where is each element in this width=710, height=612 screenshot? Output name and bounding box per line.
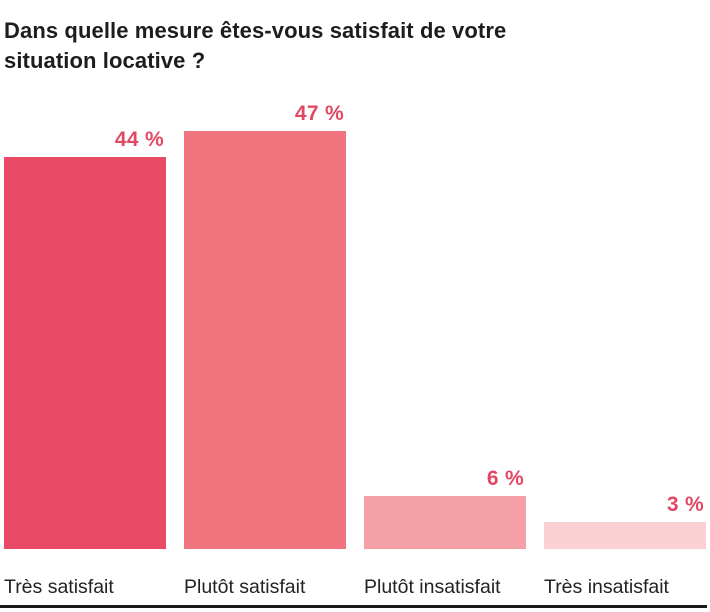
value-label: 3 % — [666, 493, 704, 516]
x-axis-line — [0, 605, 707, 608]
bar-group-tres-insatisfait: 3 % — [544, 494, 706, 549]
bars-area: 44 % 47 % 6 % 3 % — [4, 0, 706, 549]
value-label: 44 % — [114, 128, 164, 151]
bar-group-tres-satisfait: 44 % — [4, 129, 166, 549]
bar-tres-insatisfait — [544, 522, 706, 549]
category-label-tres-insatisfait: Très insatisfait — [544, 576, 669, 598]
bar-group-plutot-satisfait: 47 % — [184, 103, 346, 549]
category-label-plutot-satisfait: Plutôt satisfait — [184, 576, 306, 598]
bar-group-plutot-insatisfait: 6 % — [364, 468, 526, 549]
chart-title: Dans quelle mesure êtes-vous satisfait d… — [4, 17, 507, 73]
value-label: 6 % — [486, 467, 524, 490]
bar-tres-satisfait — [4, 157, 166, 549]
bar-plutot-satisfait — [184, 131, 346, 549]
bar-plutot-insatisfait — [364, 496, 526, 549]
category-label-tres-satisfait: Très satisfait — [4, 576, 114, 598]
category-label-plutot-insatisfait: Plutôt insatisfait — [364, 576, 501, 598]
value-label: 47 % — [294, 102, 344, 125]
category-axis: Très satisfait Plutôt satisfait Plutôt i… — [4, 576, 706, 599]
